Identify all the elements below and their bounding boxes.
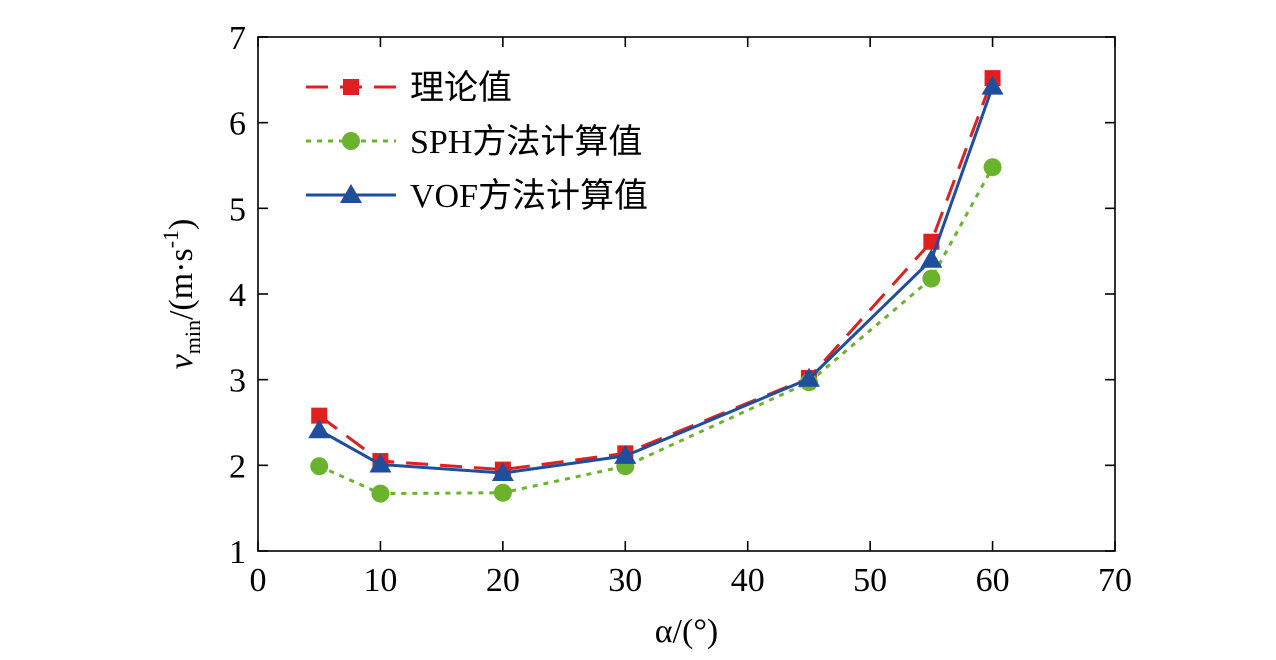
legend-label: 理论值 [410,69,512,107]
y-tick-label: 7 [229,20,246,57]
plot-frame [257,36,1116,552]
data-point [371,484,390,503]
legend-swatch-marker [340,184,362,203]
data-point [922,269,941,288]
y-axis-label-var: v [163,353,200,369]
y-axis-label-sub: min [180,320,205,354]
series-layer [308,70,1004,503]
data-point [311,407,328,424]
data-point [981,75,1004,95]
x-tick-label: 40 [731,562,765,599]
y-tick-label: 2 [229,448,246,485]
y-tick-label: 1 [229,534,246,571]
y-axis-label-sup: -1 [158,230,183,248]
y-tick-label: 3 [229,363,246,400]
x-tick-label: 30 [608,562,642,599]
x-tick-label: 70 [1098,562,1132,599]
y-axis-label: vmin/(m·s-1) [158,219,205,370]
legend-entry: 理论值 [306,69,512,107]
legend-label: SPH方法计算值 [410,123,642,161]
data-point [614,444,637,464]
x-tick-label: 10 [363,562,397,599]
x-tick-label: 60 [976,562,1010,599]
data-point [369,453,392,473]
y-tick-label: 4 [229,277,246,314]
y-tick-label: 6 [229,106,246,143]
legend-entry: VOF方法计算值 [306,177,648,215]
data-point [920,248,943,268]
data-point [493,483,512,502]
data-point [797,367,820,387]
x-tick-label: 50 [853,562,887,599]
legend: 理论值 SPH方法计算值 VOF方法计算值 [306,69,648,215]
legend-swatch-marker [342,132,360,150]
plot-area [257,36,1116,552]
x-tick-label: 0 [250,562,267,599]
legend-swatch-marker [343,79,359,95]
data-point [310,457,329,476]
axis-ticks: 0 10 20 30 40 50 60 70 1 2 3 4 5 6 7 [229,20,1132,599]
data-point [491,462,514,482]
x-axis-label: α/(°) [655,613,719,650]
legend-label: VOF方法计算值 [410,177,648,215]
data-point [983,158,1002,177]
y-axis-label-rest: /(m·s [163,248,200,320]
y-axis-label-close: ) [163,219,200,230]
legend-entry: SPH方法计算值 [306,123,642,161]
series-2 [308,75,1004,482]
data-point [308,419,331,439]
x-tick-label: 20 [486,562,520,599]
y-tick-label: 5 [229,191,246,228]
